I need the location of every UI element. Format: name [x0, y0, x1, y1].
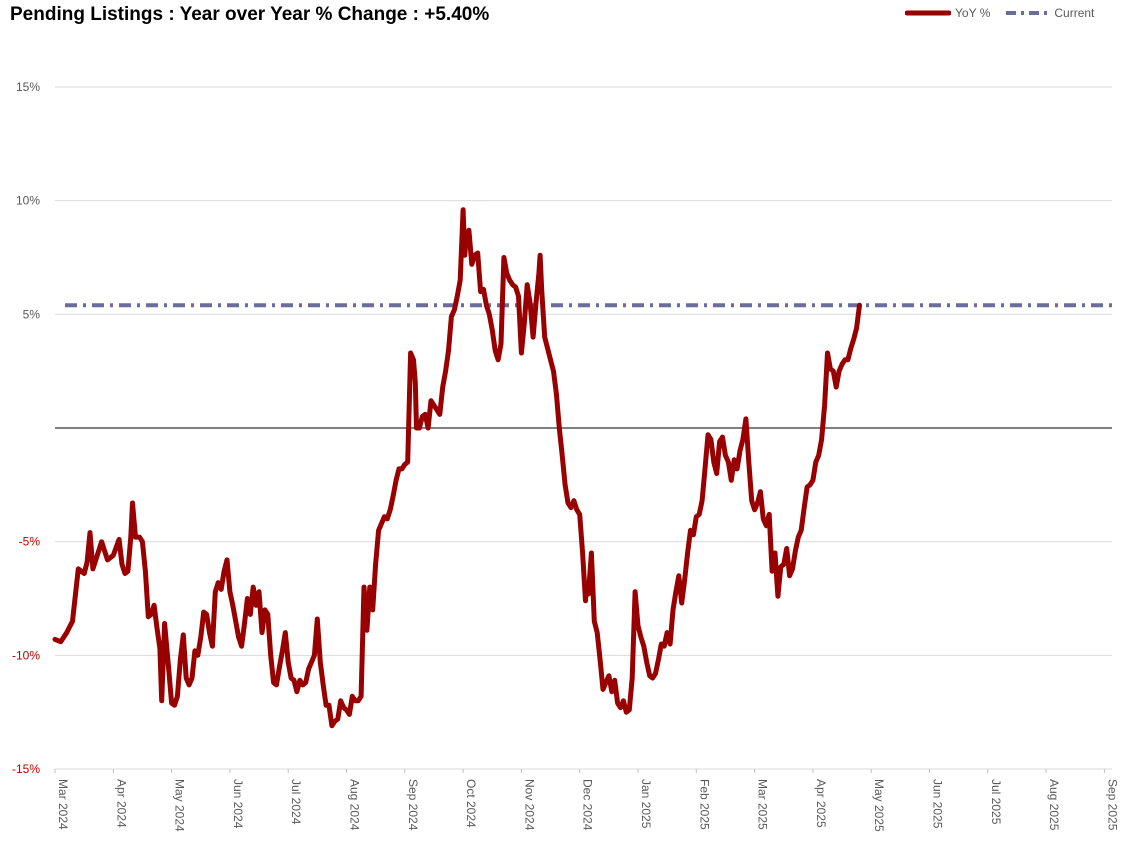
x-tick-label: Mar 2025 — [756, 779, 770, 830]
y-tick-label: 10% — [16, 194, 40, 208]
x-tick-label: Jun 2025 — [931, 779, 945, 829]
x-tick-label: Aug 2025 — [1047, 779, 1061, 831]
y-tick-label: -15% — [12, 762, 40, 776]
x-tick-label: Aug 2024 — [348, 779, 362, 831]
x-tick-label: Jan 2025 — [639, 779, 653, 829]
x-axis-ticks: Mar 2024 Apr 2024 May 2024 Jun 2024 Jul 2024… — [54, 769, 1119, 832]
y-axis-ticks: 15% 10% 5% -5% -10% -15% — [12, 80, 40, 776]
legend-label-yoy: YoY % — [955, 6, 991, 20]
x-tick-label: Jul 2024 — [289, 779, 303, 825]
x-tick-label: Oct 2024 — [464, 779, 478, 828]
x-tick-label: May 2025 — [872, 779, 886, 832]
yoy-series-line — [52, 207, 862, 729]
x-tick-label: Jun 2024 — [231, 779, 245, 829]
legend-entry-current: Current — [1004, 6, 1094, 20]
x-tick-label: Apr 2025 — [814, 779, 828, 828]
legend: YoY % Current — [905, 6, 1094, 20]
x-tick-label: May 2024 — [173, 779, 187, 832]
legend-swatch-yoy — [905, 10, 951, 16]
x-tick-label: Apr 2024 — [114, 779, 128, 828]
x-tick-label: Dec 2024 — [581, 779, 595, 831]
x-tick-label: Sep 2024 — [406, 779, 420, 831]
legend-entry-yoy: YoY % — [905, 6, 990, 20]
y-tick-label: 5% — [23, 307, 41, 321]
x-tick-label: Jul 2025 — [989, 779, 1003, 825]
chart-title: Pending Listings : Year over Year % Chan… — [10, 4, 490, 25]
x-tick-label: Feb 2025 — [697, 779, 711, 830]
x-tick-label: Mar 2024 — [56, 779, 70, 830]
legend-label-current: Current — [1054, 6, 1095, 20]
x-tick-label: Sep 2025 — [1105, 779, 1119, 831]
x-tick-label: Nov 2024 — [522, 779, 536, 831]
y-tick-label: 15% — [16, 80, 40, 94]
legend-swatch-current — [1006, 11, 1049, 15]
y-tick-label: -5% — [19, 535, 41, 549]
y-tick-label: -10% — [12, 648, 40, 662]
